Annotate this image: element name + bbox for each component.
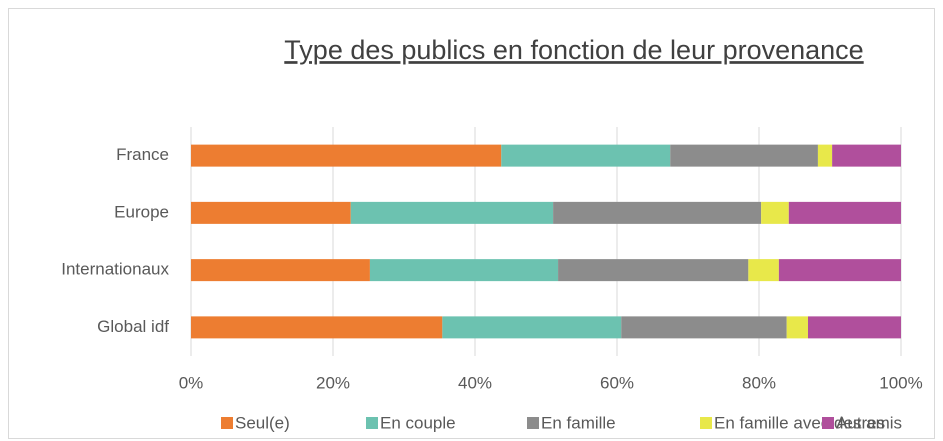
legend-label: En famille avec des amis (714, 413, 902, 432)
bar-segment (817, 144, 833, 167)
y-tick-label: Internationaux (61, 260, 169, 279)
bar-segment (191, 144, 502, 167)
legend-swatch (366, 417, 378, 429)
legend-label: En couple (380, 413, 456, 432)
bar-segment (832, 144, 901, 167)
bar-segment (369, 259, 559, 282)
bar-segment (748, 259, 779, 282)
chart-title: Type des publics en fonction de leur pro… (284, 35, 863, 65)
bar-segment (621, 316, 787, 339)
bar-segment (761, 201, 789, 224)
bar-segment (788, 201, 901, 224)
legend-swatch (221, 417, 233, 429)
bar-segment (191, 201, 351, 224)
y-tick-label: France (116, 145, 169, 164)
bar-segment (807, 316, 901, 339)
x-tick-label: 20% (316, 373, 350, 392)
legend-label: Seul(e) (235, 413, 290, 432)
bar-segment (558, 259, 749, 282)
bar-segment (442, 316, 622, 339)
bar-segment (501, 144, 671, 167)
bar-segment (778, 259, 901, 282)
bar-segment (553, 201, 762, 224)
x-tick-label: 100% (879, 373, 922, 392)
bar-segment (786, 316, 808, 339)
legend-label: Autres (836, 413, 885, 432)
x-tick-label: 60% (600, 373, 634, 392)
x-tick-label: 40% (458, 373, 492, 392)
bar-segment (191, 316, 443, 339)
bar-segment (670, 144, 818, 167)
legend-swatch (822, 417, 834, 429)
legend-label: En famille (541, 413, 616, 432)
legend-swatch (527, 417, 539, 429)
x-tick-label: 0% (179, 373, 204, 392)
y-tick-label: Global idf (97, 317, 169, 336)
y-tick-label: Europe (114, 202, 169, 221)
bar-segment (350, 201, 554, 224)
bar-segment (191, 259, 370, 282)
legend-swatch (700, 417, 712, 429)
x-tick-label: 80% (742, 373, 776, 392)
